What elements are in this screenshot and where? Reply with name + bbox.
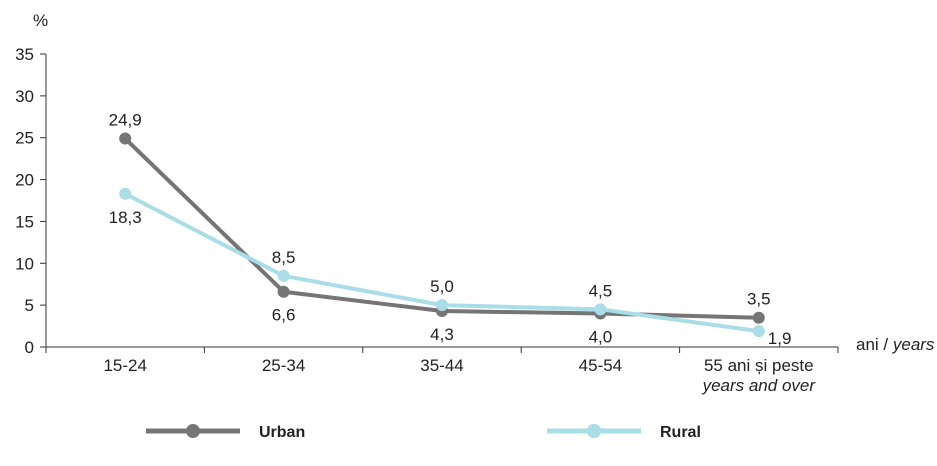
x-unit-italic: years <box>892 335 935 354</box>
x-tick-label: 25-34 <box>262 356 305 375</box>
series-layer: 24,9 6,6 4,3 4,0 3,5 18,3 8,5 5,0 4,5 1,9 <box>109 111 792 349</box>
data-label-urban: 24,9 <box>109 111 142 130</box>
x-tick-label-secondary: years and over <box>702 376 817 395</box>
x-tick-label: 45-54 <box>579 356 622 375</box>
y-tick-label: 5 <box>25 296 34 315</box>
y-tick-label: 15 <box>15 212 34 231</box>
x-tick-label: 55 ani și peste <box>704 356 814 375</box>
y-axis: 0 5 10 15 20 25 30 35 <box>15 45 47 357</box>
y-tick-label: 35 <box>15 45 34 64</box>
data-point-urban <box>119 132 132 145</box>
data-point-urban <box>752 311 765 324</box>
data-point-rural <box>277 269 290 282</box>
data-point-rural <box>436 299 448 312</box>
legend-marker-urban <box>186 424 200 438</box>
data-label-urban: 6,6 <box>272 306 296 325</box>
data-label-rural: 1,9 <box>768 329 792 348</box>
y-tick-label: 20 <box>15 171 34 190</box>
data-label-rural: 18,3 <box>109 208 142 227</box>
legend-marker-rural <box>587 424 601 438</box>
data-point-rural <box>752 325 765 338</box>
y-tick-label: 0 <box>25 338 34 357</box>
x-axis: 15-24 25-34 35-44 45-54 55 ani și pesteyears… <box>45 346 839 395</box>
x-unit-text: ani / <box>856 335 893 354</box>
data-point-rural <box>594 303 607 316</box>
x-unit-label: ani / years <box>856 335 935 354</box>
x-tick-label: 35-44 <box>420 356 463 375</box>
legend: Urban Rural <box>146 424 701 441</box>
data-label-urban: 4,0 <box>589 328 613 347</box>
data-label-rural: 5,0 <box>430 277 454 296</box>
data-point-rural <box>119 187 132 200</box>
x-tick-label: 15-24 <box>103 356 146 375</box>
y-tick-label: 30 <box>15 87 34 106</box>
data-label-rural: 4,5 <box>589 281 613 300</box>
data-label-urban: 4,3 <box>430 325 454 344</box>
data-point-urban <box>277 285 290 298</box>
legend-label-urban: Urban <box>259 424 305 441</box>
data-label-urban: 3,5 <box>747 290 771 309</box>
legend-label-rural: Rural <box>660 424 701 441</box>
data-label-rural: 8,5 <box>272 248 296 267</box>
y-tick-label: 25 <box>15 129 34 148</box>
y-unit-label: % <box>33 11 48 30</box>
y-tick-label: 10 <box>15 254 34 273</box>
